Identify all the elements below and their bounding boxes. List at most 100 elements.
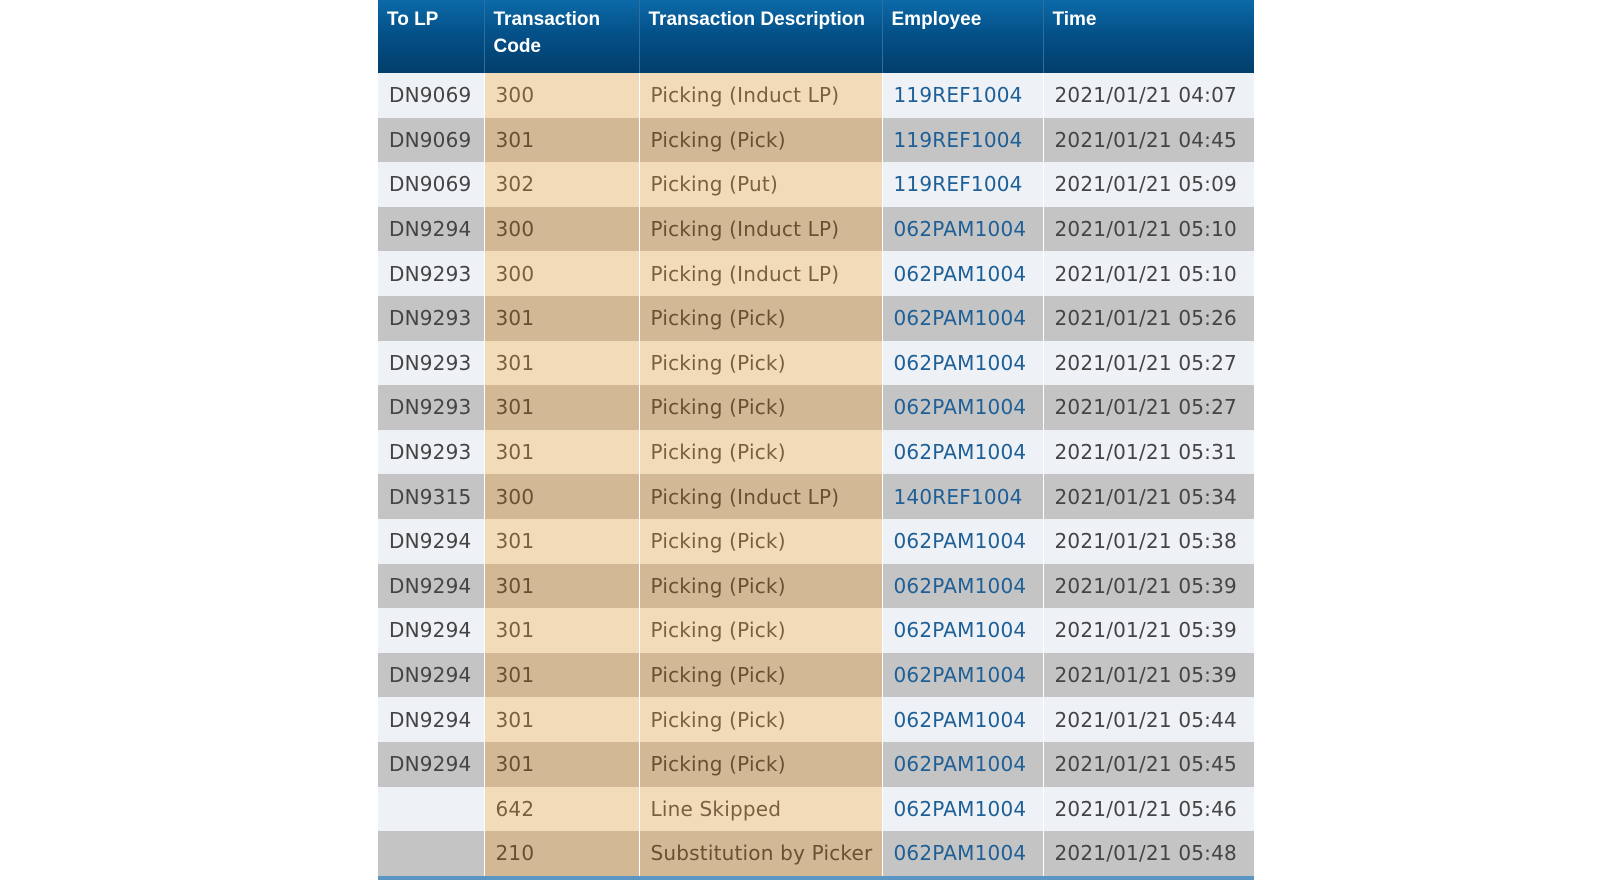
cell-transaction-code: 301: [484, 385, 640, 430]
employee-link[interactable]: 062PAM1004: [882, 340, 1044, 386]
cell-transaction-code: 301: [484, 652, 640, 698]
cell-time: 2021/01/21 05:34: [1043, 474, 1254, 519]
employee-link[interactable]: 062PAM1004: [882, 295, 1044, 341]
employee-link[interactable]: 119REF1004: [882, 73, 1044, 118]
table-row[interactable]: DN9294 301 Picking (Pick) 062PAM1004 2021/01…: [378, 518, 1254, 564]
table-row[interactable]: DN9294 301 Picking (Pick) 062PAM1004 2021/01…: [378, 652, 1254, 698]
cell-transaction-description: Picking (Pick): [639, 697, 883, 742]
cell-transaction-code: 301: [484, 340, 640, 386]
column-header-time[interactable]: Time: [1043, 0, 1254, 73]
employee-link[interactable]: 062PAM1004: [882, 385, 1044, 430]
cell-to-lp: DN9069: [378, 73, 485, 118]
table-bottom-border: [378, 875, 1254, 880]
table-row[interactable]: DN9294 301 Picking (Pick) 062PAM1004 2021/01…: [378, 741, 1254, 787]
cell-to-lp: DN9293: [378, 385, 485, 430]
cell-transaction-description: Picking (Pick): [639, 117, 883, 163]
cell-transaction-code: 301: [484, 563, 640, 609]
cell-time: 2021/01/21 05:48: [1043, 831, 1254, 876]
cell-transaction-code: 300: [484, 206, 640, 252]
employee-link[interactable]: 062PAM1004: [882, 831, 1044, 876]
cell-to-lp: DN9294: [378, 608, 485, 653]
cell-to-lp: DN9294: [378, 741, 485, 787]
employee-link[interactable]: 140REF1004: [882, 474, 1044, 519]
employee-link[interactable]: 062PAM1004: [882, 608, 1044, 653]
cell-transaction-code: 301: [484, 295, 640, 341]
cell-transaction-code: 301: [484, 741, 640, 787]
cell-transaction-code: 300: [484, 73, 640, 118]
cell-to-lp: [378, 831, 485, 876]
cell-time: 2021/01/21 05:10: [1043, 251, 1254, 296]
cell-to-lp: DN9293: [378, 251, 485, 296]
cell-time: 2021/01/21 05:10: [1043, 206, 1254, 252]
employee-link[interactable]: 062PAM1004: [882, 563, 1044, 609]
column-header-employee[interactable]: Employee: [882, 0, 1044, 73]
cell-transaction-description: Picking (Pick): [639, 652, 883, 698]
table-row[interactable]: DN9294 301 Picking (Pick) 062PAM1004 2021/01…: [378, 697, 1254, 742]
cell-transaction-description: Picking (Induct LP): [639, 251, 883, 296]
cell-transaction-description: Picking (Induct LP): [639, 206, 883, 252]
cell-transaction-description: Picking (Pick): [639, 295, 883, 341]
table-row[interactable]: DN9293 301 Picking (Pick) 062PAM1004 2021/01…: [378, 429, 1254, 475]
table-row[interactable]: 642 Line Skipped 062PAM1004 2021/01/21 05:4…: [378, 786, 1254, 832]
cell-time: 2021/01/21 05:26: [1043, 295, 1254, 341]
cell-transaction-description: Picking (Pick): [639, 429, 883, 475]
cell-to-lp: DN9294: [378, 652, 485, 698]
table-row[interactable]: DN9293 301 Picking (Pick) 062PAM1004 2021/01…: [378, 295, 1254, 341]
table-row[interactable]: DN9293 301 Picking (Pick) 062PAM1004 2021/01…: [378, 385, 1254, 430]
employee-link[interactable]: 062PAM1004: [882, 741, 1044, 787]
column-header-transaction-code[interactable]: Transaction Code: [484, 0, 640, 73]
table-row[interactable]: DN9294 301 Picking (Pick) 062PAM1004 2021/01…: [378, 563, 1254, 609]
employee-link[interactable]: 119REF1004: [882, 162, 1044, 207]
employee-link[interactable]: 119REF1004: [882, 117, 1044, 163]
employee-link[interactable]: 062PAM1004: [882, 697, 1044, 742]
cell-to-lp: DN9315: [378, 474, 485, 519]
cell-transaction-description: Picking (Put): [639, 162, 883, 207]
cell-transaction-description: Picking (Pick): [639, 741, 883, 787]
cell-transaction-description: Picking (Pick): [639, 563, 883, 609]
employee-link[interactable]: 062PAM1004: [882, 206, 1044, 252]
employee-link[interactable]: 062PAM1004: [882, 429, 1044, 475]
cell-transaction-code: 301: [484, 518, 640, 564]
table-row[interactable]: DN9294 301 Picking (Pick) 062PAM1004 2021/01…: [378, 608, 1254, 653]
cell-transaction-code: 301: [484, 429, 640, 475]
cell-time: 2021/01/21 05:27: [1043, 385, 1254, 430]
cell-transaction-description: Picking (Induct LP): [639, 73, 883, 118]
cell-time: 2021/01/21 05:46: [1043, 786, 1254, 832]
cell-to-lp: [378, 786, 485, 832]
cell-transaction-description: Picking (Pick): [639, 518, 883, 564]
table-row[interactable]: DN9294 300 Picking (Induct LP) 062PAM1004 20…: [378, 206, 1254, 252]
table-row[interactable]: DN9069 300 Picking (Induct LP) 119REF1004 20…: [378, 73, 1254, 118]
employee-link[interactable]: 062PAM1004: [882, 786, 1044, 832]
table-row[interactable]: DN9293 301 Picking (Pick) 062PAM1004 2021/01…: [378, 340, 1254, 386]
cell-to-lp: DN9294: [378, 563, 485, 609]
cell-transaction-description: Picking (Pick): [639, 340, 883, 386]
column-header-to-lp[interactable]: To LP: [378, 0, 485, 73]
cell-transaction-code: 302: [484, 162, 640, 207]
table-row[interactable]: 210 Substitution by Picker 062PAM1004 2021/…: [378, 831, 1254, 876]
cell-transaction-description: Picking (Induct LP): [639, 474, 883, 519]
cell-transaction-description: Substitution by Picker: [639, 831, 883, 876]
cell-transaction-code: 301: [484, 697, 640, 742]
cell-to-lp: DN9293: [378, 340, 485, 386]
cell-transaction-description: Picking (Pick): [639, 385, 883, 430]
cell-time: 2021/01/21 04:07: [1043, 73, 1254, 118]
table-row[interactable]: DN9315 300 Picking (Induct LP) 140REF1004 20…: [378, 474, 1254, 519]
cell-time: 2021/01/21 05:38: [1043, 518, 1254, 564]
transaction-history-panel: To LP Transaction Code Transaction Descr…: [378, 0, 1254, 880]
table-row[interactable]: DN9069 302 Picking (Put) 119REF1004 2021/01/…: [378, 162, 1254, 207]
table-row[interactable]: DN9069 301 Picking (Pick) 119REF1004 2021/01…: [378, 117, 1254, 163]
table-body: DN9069 300 Picking (Induct LP) 119REF1004 20…: [378, 73, 1254, 876]
employee-link[interactable]: 062PAM1004: [882, 251, 1044, 296]
cell-to-lp: DN9293: [378, 295, 485, 341]
cell-time: 2021/01/21 05:39: [1043, 608, 1254, 653]
cell-time: 2021/01/21 05:44: [1043, 697, 1254, 742]
cell-to-lp: DN9293: [378, 429, 485, 475]
employee-link[interactable]: 062PAM1004: [882, 652, 1044, 698]
cell-time: 2021/01/21 05:27: [1043, 340, 1254, 386]
column-header-transaction-description[interactable]: Transaction Description: [639, 0, 883, 73]
cell-to-lp: DN9294: [378, 697, 485, 742]
transaction-table: To LP Transaction Code Transaction Descr…: [378, 0, 1254, 876]
cell-time: 2021/01/21 05:45: [1043, 741, 1254, 787]
table-row[interactable]: DN9293 300 Picking (Induct LP) 062PAM1004 20…: [378, 251, 1254, 296]
employee-link[interactable]: 062PAM1004: [882, 518, 1044, 564]
